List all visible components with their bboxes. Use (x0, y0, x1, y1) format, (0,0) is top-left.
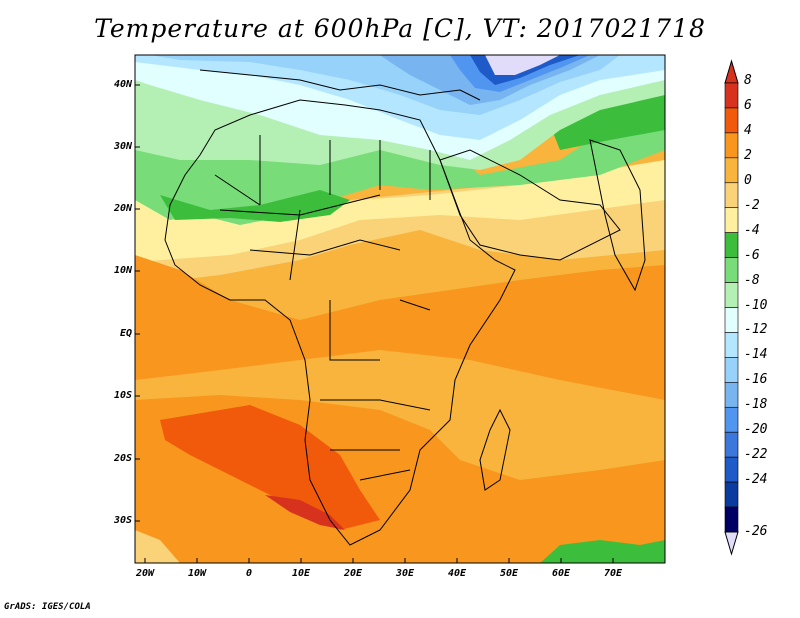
y-tick-label: 30N (113, 141, 132, 152)
colorbar-tick-label: -12 (744, 322, 768, 338)
colorbar-tick-label: 8 (744, 73, 752, 88)
x-tick-label: 60E (551, 568, 571, 579)
colorbar-swatch (724, 307, 739, 333)
coastlines (164, 69, 646, 546)
africa-coastline (164, 99, 516, 546)
field-south-8 (265, 495, 345, 530)
temperature-field (135, 55, 665, 563)
field-below-minus26 (485, 55, 560, 75)
colorbar-tick-label: 0 (744, 172, 752, 188)
colorbar-swatch (724, 406, 739, 433)
x-tick-label: 10E (291, 568, 311, 579)
x-tick-label: 40E (447, 568, 467, 579)
y-tick-label: EQ (119, 328, 132, 339)
colorbar-max-arrow (724, 59, 739, 84)
colorbar-swatch (724, 282, 739, 308)
colorbar-swatch (724, 257, 739, 283)
colorbar-swatch (724, 357, 739, 383)
y-tick-label: 10S (113, 390, 132, 401)
colorbar-tick-label: 2 (744, 147, 752, 163)
colorbar-tick-label: -4 (744, 222, 760, 238)
colorbar-swatch (724, 157, 739, 184)
colorbar-tick-label: -26 (744, 524, 768, 539)
field-sahel-minus2 (135, 160, 665, 262)
colorbar-tick-label: -14 (744, 347, 768, 363)
country-borders (214, 135, 431, 481)
credit-text: GrADS: IGES/COLA (4, 602, 91, 612)
colorbar-tick-label: -16 (744, 372, 768, 388)
colorbar-swatch (724, 232, 739, 258)
madagascar-coastline (479, 408, 511, 491)
colorbar-tick-label: -24 (744, 472, 768, 488)
colorbar-swatch (724, 506, 739, 533)
india-coastline (589, 139, 646, 292)
x-tick-label: 30E (395, 568, 415, 579)
x-tick-label: 50E (499, 568, 519, 579)
field-southwest-cool (135, 530, 180, 563)
europe-coastline (199, 69, 481, 101)
colorbar-tick-label: -18 (744, 397, 768, 413)
colorbar-swatch (724, 82, 739, 109)
colorbar-swatch (724, 182, 739, 209)
colorbar-tick-label: 4 (744, 122, 752, 138)
colorbar-tick-label: -22 (744, 447, 768, 463)
y-tick-label: 30S (113, 515, 132, 526)
colorbar-tick-label: -20 (744, 422, 768, 438)
colorbar-swatch (724, 382, 739, 408)
colorbar-tick-label: -10 (744, 297, 768, 313)
y-tick-label: 10N (113, 265, 132, 276)
colorbar-swatch (724, 132, 739, 159)
field-equatorial-4 (135, 255, 665, 400)
x-tick-label: 70E (603, 568, 623, 579)
field-southeast-cold (540, 540, 665, 563)
x-tick-label: 20W (135, 568, 155, 579)
colorbar-swatch (724, 207, 739, 233)
chart-title: Temperature at 600hPa [C], VT: 201702171… (94, 14, 706, 43)
colorbar-min-arrow (724, 531, 739, 556)
x-tick-label: 0 (245, 568, 253, 579)
colorbar-swatch (724, 107, 739, 134)
colorbar-tick-label: 6 (744, 97, 752, 113)
x-tick-label: 10W (187, 568, 207, 579)
plot-frame (134, 54, 666, 564)
y-tick-label: 20N (113, 203, 132, 214)
arabia-coastline (439, 149, 621, 261)
colorbar-swatch (724, 431, 739, 458)
x-tick-label: 20E (343, 568, 363, 579)
y-tick-label: 20S (113, 453, 132, 464)
field-sahara-minus6 (135, 90, 665, 225)
tick-marks (135, 84, 614, 563)
field-south-6 (160, 405, 380, 530)
colorbar-swatch (724, 456, 739, 483)
colorbar-tick-label: -6 (744, 247, 760, 263)
colorbar-tick-label: -2 (744, 197, 760, 213)
colorbar-tick-label: -8 (744, 272, 760, 288)
colorbar-swatch (724, 481, 739, 508)
y-tick-label: 40N (113, 79, 132, 90)
colorbar-swatch (724, 332, 739, 358)
